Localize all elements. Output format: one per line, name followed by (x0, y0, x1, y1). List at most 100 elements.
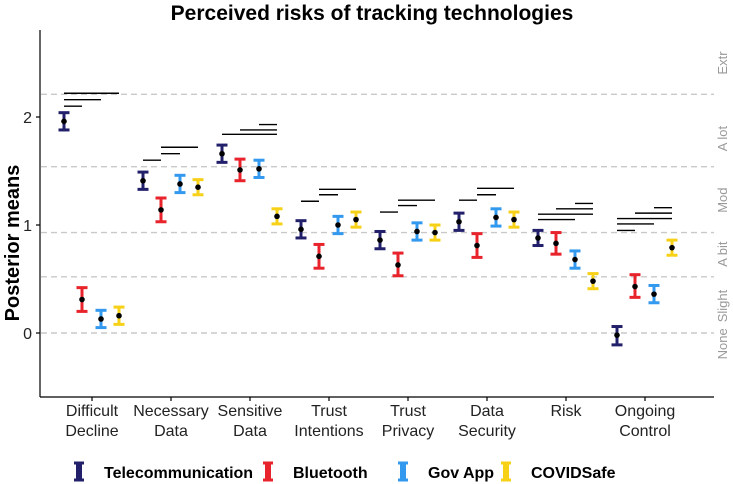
y-tick-label: 1 (23, 218, 32, 235)
x-tick-label: Data Security (458, 403, 516, 440)
x-tick-label: Trust Privacy (382, 403, 434, 440)
error-bar (666, 238, 678, 257)
mean-point (632, 283, 638, 290)
legend-entry: COVIDSafe (501, 461, 616, 482)
x-tick-labels: Difficult Decline Necessary Data Sensitive Da… (65, 403, 675, 440)
mean-point (535, 235, 541, 241)
error-bar (313, 242, 325, 270)
error-bar (95, 308, 107, 330)
x-tick-label-line: Necessary (133, 403, 209, 420)
mean-point (61, 118, 67, 125)
legend-label: Gov App (428, 465, 494, 482)
error-bar-marks (58, 111, 678, 347)
mean-point (353, 216, 359, 223)
error-bar (411, 221, 423, 242)
mean-point (395, 262, 401, 268)
legend-swatch-fill (400, 464, 406, 479)
x-tick-label-line: Sensitive (218, 403, 283, 420)
error-bar (374, 229, 386, 251)
y-tick-label: 0 (23, 326, 32, 343)
level-label: Extr (715, 51, 730, 75)
level-label: Slight (715, 289, 730, 322)
mean-point (669, 244, 675, 251)
y-axis-label: Posterior means (2, 165, 24, 322)
x-tick-label-line: Risk (550, 403, 582, 420)
mean-point (474, 242, 480, 249)
mean-point (256, 166, 262, 172)
legend-entry: Telecommunication (74, 461, 253, 482)
x-tick-label: Risk (550, 403, 582, 420)
x-tick-label: Difficult Decline (65, 403, 118, 440)
error-bar (137, 170, 149, 191)
mean-point (651, 291, 657, 297)
x-tick-label-line: Trust (390, 403, 426, 420)
x-tick-label: Ongoing Control (615, 403, 676, 440)
legend-swatch-fill (265, 464, 271, 479)
legend-label: COVIDSafe (531, 465, 616, 482)
x-tick-label-line: Decline (65, 423, 118, 440)
level-label: A lot (715, 126, 730, 152)
error-bar (453, 211, 465, 232)
mean-point (335, 222, 341, 228)
mean-point (116, 312, 122, 319)
error-bar (587, 272, 599, 291)
mean-point (274, 213, 280, 220)
error-bar (271, 207, 283, 226)
x-tick-label-line: Security (458, 423, 516, 440)
mean-point (572, 256, 578, 263)
error-bar (532, 228, 544, 248)
mean-point (219, 150, 225, 157)
x-tick-label: Necessary Data (133, 403, 209, 440)
level-label: Mod (715, 188, 730, 213)
pairwise-comparison-lines (64, 92, 672, 232)
error-bar (648, 283, 660, 305)
x-tick-label-line: Ongoing (615, 403, 676, 420)
x-tick-label-line: Control (619, 423, 671, 440)
x-tick-label: Sensitive Data (218, 403, 283, 440)
x-tick-label-line: Data (154, 423, 188, 440)
y-tick-label: 2 (23, 110, 32, 127)
chart-title: Perceived risks of tracking technologies (171, 2, 574, 25)
error-bar (216, 143, 228, 164)
error-bar (550, 231, 562, 256)
legend: Telecommunication Bluetooth Gov App COVIDSa… (74, 461, 616, 482)
mean-point (316, 253, 322, 260)
level-labels: None Slight A bit Mod A lot Extr (715, 51, 730, 360)
mean-point (456, 218, 462, 225)
error-bar (113, 305, 125, 326)
error-bar (253, 158, 265, 179)
error-bar (58, 111, 70, 132)
error-bar (234, 157, 246, 183)
error-bar (392, 251, 404, 278)
mean-point (493, 214, 499, 221)
mean-point (414, 228, 420, 235)
mean-point (553, 240, 559, 247)
error-bar (76, 286, 88, 313)
error-bar (192, 178, 204, 197)
legend-swatch-fill (76, 464, 82, 479)
error-bar (174, 173, 186, 195)
legend-entry: Gov App (398, 461, 494, 482)
error-bar (155, 196, 167, 224)
legend-label: Telecommunication (104, 465, 253, 482)
x-tick-label-line: Data (470, 403, 504, 420)
level-gridlines (41, 93, 714, 334)
mean-point (432, 229, 438, 236)
error-bar (350, 210, 362, 229)
mean-point (237, 167, 243, 173)
mean-point (177, 181, 183, 187)
error-bar (508, 210, 520, 229)
error-bar (332, 214, 344, 236)
mean-point (590, 278, 596, 284)
legend-label: Bluetooth (293, 465, 368, 482)
level-label: None (715, 328, 730, 359)
mean-point (195, 184, 201, 190)
level-label: A bit (715, 241, 730, 267)
axes: 0 1 2 (23, 30, 714, 401)
error-bar (490, 207, 502, 228)
error-bar (471, 232, 483, 259)
mean-point (298, 226, 304, 233)
mean-point (511, 216, 517, 223)
mean-point (140, 177, 146, 184)
mean-point (98, 316, 104, 322)
